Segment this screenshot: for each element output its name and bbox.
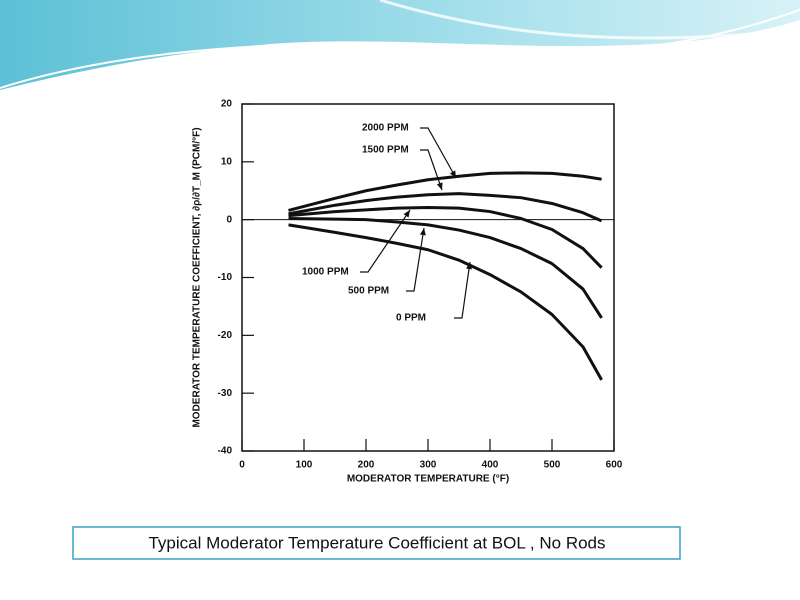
- series-line: [288, 217, 603, 319]
- y-tick-label: 20: [221, 99, 233, 110]
- series-line: [288, 171, 602, 212]
- leader-arrow: [466, 262, 472, 270]
- leader-arrow: [403, 210, 410, 218]
- x-tick-label: 500: [544, 460, 561, 471]
- series-label: 2000 PPM: [362, 123, 409, 134]
- caption-box: [72, 526, 681, 560]
- series-line: [288, 192, 603, 223]
- y-tick-label: -40: [218, 446, 233, 457]
- y-tick-label: -20: [218, 330, 233, 341]
- x-tick-label: 600: [606, 460, 623, 471]
- series-label: 500 PPM: [348, 286, 389, 297]
- y-axis-label: MODERATOR TEMPERATURE COEFFICIENT, ∂ρ/∂T…: [192, 127, 203, 427]
- leader-line: [420, 149, 443, 191]
- x-tick-label: 200: [358, 460, 375, 471]
- y-tick-label: 0: [226, 214, 232, 225]
- leader-arrow: [449, 170, 456, 178]
- y-tick-label: -30: [218, 388, 233, 399]
- x-tick-label: 0: [239, 460, 245, 471]
- leader-line: [360, 209, 411, 273]
- leader-line: [454, 261, 471, 319]
- y-tick-label: -10: [218, 272, 233, 283]
- x-tick-label: 100: [296, 460, 313, 471]
- leader-line: [420, 127, 457, 179]
- leader-line: [406, 227, 425, 292]
- caption: Typical Moderator Temperature Coefficien…: [148, 533, 605, 552]
- leader-arrow: [419, 227, 426, 236]
- series-line: [288, 223, 603, 381]
- series-label: 1500 PPM: [362, 145, 409, 156]
- series-line: [288, 206, 603, 269]
- y-tick-label: 10: [221, 156, 233, 167]
- plot-frame: [241, 103, 615, 452]
- x-tick-label: 300: [420, 460, 437, 471]
- header-wave: [0, 0, 800, 90]
- series-label: 1000 PPM: [302, 267, 349, 278]
- header-wave-line: [379, 0, 800, 40]
- series-label: 0 PPM: [396, 313, 426, 324]
- x-axis-label: MODERATOR TEMPERATURE (°F): [347, 474, 509, 485]
- x-tick-label: 400: [482, 460, 499, 471]
- leader-arrow: [436, 182, 443, 190]
